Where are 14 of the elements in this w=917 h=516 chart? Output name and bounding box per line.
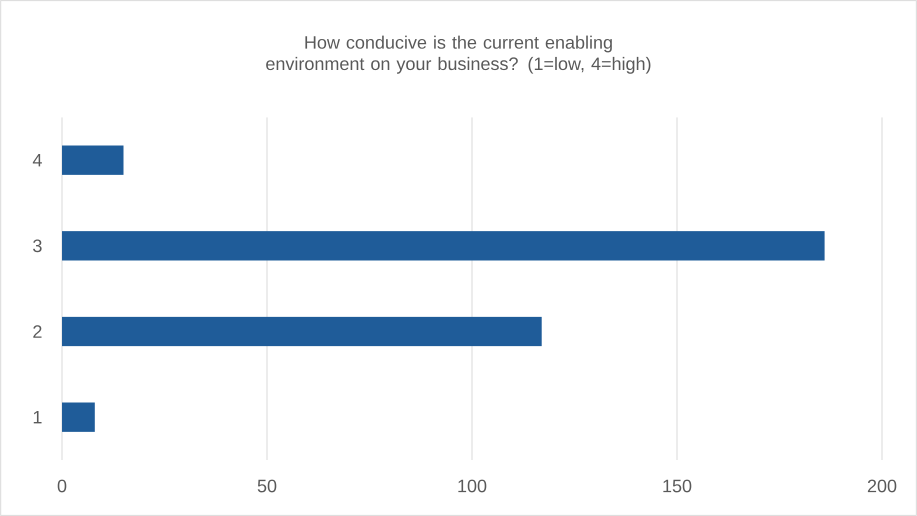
chart-title: How conducive is the current enabling environment on your business? (1=low, 4=high): [266, 36, 650, 74]
x-tick-label: 0: [58, 480, 66, 492]
x-tick-label: 150: [663, 480, 692, 492]
x-tick-label: 200: [868, 480, 896, 492]
y-tick-label: 4: [32, 154, 42, 166]
bar: [62, 231, 825, 260]
y-tick-label: 3: [33, 239, 42, 252]
x-tick-label: 100: [458, 480, 486, 492]
bar: [62, 402, 95, 432]
bar: [62, 316, 542, 346]
x-tick-label: 50: [258, 480, 276, 492]
bar: [62, 146, 124, 175]
y-tick-label: 1: [34, 410, 42, 424]
y-tick-label: 2: [33, 325, 42, 338]
